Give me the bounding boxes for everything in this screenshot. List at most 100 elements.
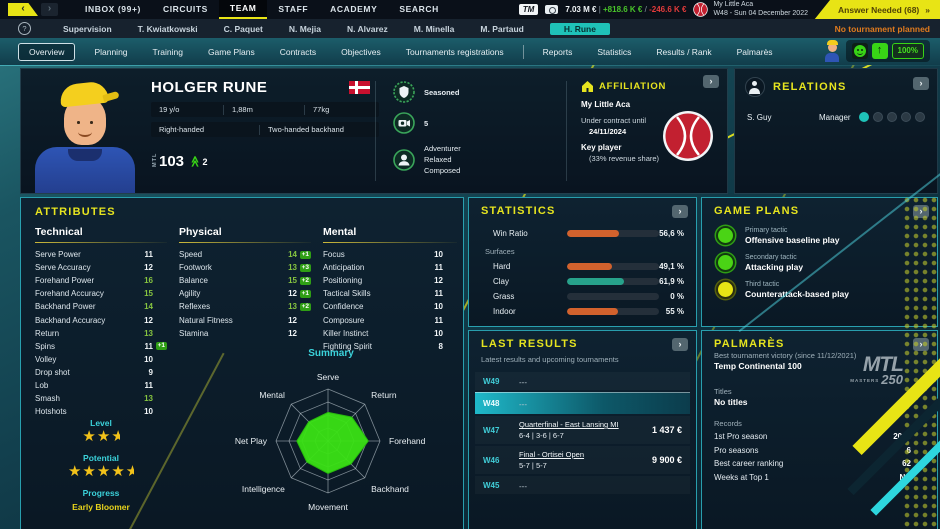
relations-title: RELATIONS (773, 81, 847, 93)
radar-axis-label: Forehand (389, 436, 426, 446)
attribute-row-serve-power: Serve Power 11 (35, 248, 167, 261)
panel-divider (375, 81, 376, 181)
attribute-row-return: Return 13 (35, 327, 167, 340)
roster-item-t-kwiatkowski[interactable]: T. Kwiatkowski (137, 23, 198, 34)
result-row-w49[interactable]: W49 --- (475, 372, 690, 390)
record-row-weeks-at-top-1: Weeks at Top 1 NC (702, 471, 937, 485)
double-arrow-icon: » (925, 5, 930, 15)
tab-game-plans[interactable]: Game Plans (207, 46, 255, 57)
academy-summary: My Little Aca W48 - Sun 04 December 2022 (693, 1, 808, 18)
attribute-value: 11 (144, 380, 153, 390)
roster-item-supervision[interactable]: Supervision (63, 23, 112, 34)
player-header-panel: HOLGER RUNE 19 y/o 1,88m 77kg Right-hand… (20, 68, 728, 194)
tab-planning[interactable]: Planning (94, 46, 128, 57)
tactic-secondary-tactic[interactable]: Secondary tactic Attacking play (702, 249, 937, 276)
menu-item-staff[interactable]: STAFF (278, 4, 309, 14)
back-button[interactable]: ‹ (8, 3, 38, 16)
record-label: Pro seasons (714, 445, 759, 455)
help-icon[interactable]: ? (18, 22, 31, 35)
roster-item-h-rune[interactable]: H. Rune (549, 22, 610, 35)
menu-item-search[interactable]: SEARCH (399, 4, 439, 14)
money-icon (545, 5, 559, 14)
result-row-w47[interactable]: W47 Quarterfinal - East Lansing MI 6-4 | 3… (475, 416, 690, 444)
result-row-w46[interactable]: W46 Final - Ortisei Open 5-7 | 5-7 9 900 € (475, 446, 690, 474)
relation-level-dot (915, 112, 925, 122)
result-score: 6-4 | 3-6 | 6-7 (519, 431, 564, 440)
finance-summary: 7.03 M € | +818.6 K € / -246.6 K € (565, 5, 686, 14)
attribute-group-header: Technical (35, 226, 83, 238)
tab-reports[interactable]: Reports (542, 46, 573, 57)
menu-item-circuits[interactable]: CIRCUITS (162, 4, 208, 14)
menu-item-inbox-99[interactable]: INBOX (99+) (85, 4, 141, 14)
affiliation-expand-button[interactable] (703, 75, 719, 88)
trait-badge-text: Seasoned (424, 87, 460, 97)
finance-separator: / (644, 5, 647, 14)
attribute-label: Lob (35, 380, 49, 390)
player-portrait (27, 75, 143, 193)
tab-statistics[interactable]: Statistics (597, 46, 632, 57)
player-name: HOLGER RUNE (151, 79, 268, 96)
stat-bar-fill (567, 230, 620, 237)
roster-item-n-alvarez[interactable]: N. Alvarez (346, 23, 388, 34)
menu-item-academy[interactable]: ACADEMY (330, 4, 378, 14)
answer-needed-button[interactable]: Answer Needed (68) » (814, 0, 940, 20)
result-detail: --- (519, 476, 690, 494)
record-label: 1st Pro season (714, 432, 768, 442)
tab-results-rank[interactable]: Results / Rank (656, 46, 712, 57)
last-results-subtitle: Latest results and upcoming tournaments (481, 355, 619, 364)
stat-value: 49,1 % (659, 262, 684, 271)
finance-separator: | (598, 5, 601, 14)
academy-ball-logo (663, 111, 713, 161)
player-mini-avatar-icon (824, 40, 840, 62)
trait-badge-camera: 5 (393, 112, 461, 134)
tab-training[interactable]: Training (152, 46, 183, 57)
attribute-label: Focus (323, 250, 345, 260)
record-row-1st-pro-season: 1st Pro season 2018 (702, 430, 937, 444)
tab-palmar-s[interactable]: Palmarès (736, 46, 773, 57)
statistics-expand-button[interactable] (672, 205, 688, 218)
roster-item-m-minella[interactable]: M. Minella (413, 23, 455, 34)
roster-item-n-mejia[interactable]: N. Mejia (288, 23, 321, 34)
team-roster-bar: ? Supervision T. Kwiatkowski C. Paquet N. M… (0, 19, 940, 38)
attribute-row-forehand-accuracy: Forehand Accuracy 15 (35, 287, 167, 300)
result-prize: 1 437 € (651, 425, 682, 435)
menu-item-team[interactable]: TEAM (218, 0, 268, 19)
surfaces-label: Surfaces (485, 247, 515, 256)
game-plans-expand-button[interactable] (913, 205, 929, 218)
tab-tournaments-registrations[interactable]: Tournaments registrations (405, 46, 504, 57)
attribute-label: Forehand Power (35, 276, 95, 286)
attribute-bonus-badge: +1 (155, 342, 167, 351)
attribute-value: 12 (434, 276, 443, 286)
radar-axis-label: Backhand (371, 484, 409, 494)
attribute-row-anticipation: Anticipation 11 (323, 261, 457, 274)
tactic-primary-tactic[interactable]: Primary tactic Offensive baseline play (702, 222, 937, 249)
relation-row[interactable]: S. Guy Manager (735, 109, 937, 125)
tab-overview[interactable]: Overview (18, 42, 76, 61)
roster-item-m-partaud[interactable]: M. Partaud (480, 23, 524, 34)
energy-badge: 100% (891, 43, 924, 59)
tab-divider (522, 44, 524, 59)
roster-item-c-paquet[interactable]: C. Paquet (223, 23, 263, 34)
tab-objectives[interactable]: Objectives (341, 46, 381, 57)
attribute-value: 16 (144, 276, 153, 286)
stat-label: Indoor (493, 307, 516, 316)
player-progress-block: Level ★★★ Potential ★★★★★ Progress Early… (35, 410, 167, 512)
last-results-expand-button[interactable] (672, 338, 688, 351)
result-detail: --- (519, 394, 690, 412)
relations-expand-button[interactable] (913, 77, 929, 90)
result-week: W47 (483, 425, 500, 435)
player-weight: 77kg (304, 104, 329, 115)
forward-button[interactable]: › (41, 3, 58, 16)
tab-contracts[interactable]: Contracts (279, 46, 317, 57)
palmares-expand-button[interactable] (913, 338, 929, 351)
attribute-value: 10 (434, 328, 443, 338)
affiliation-academy-name: My Little Aca (581, 100, 631, 109)
relations-panel: RELATIONS S. Guy Manager (734, 68, 938, 194)
tactic-third-tactic[interactable]: Third tactic Counterattack-based play (702, 276, 937, 303)
best-victory-label: Best tournament victory (since 11/12/202… (714, 351, 857, 360)
result-row-w45[interactable]: W45 --- (475, 476, 690, 494)
record-label: Best career ranking (714, 459, 784, 469)
ranking-change: 2 (202, 156, 208, 167)
potential-stars: ★★★★★ (67, 463, 135, 480)
result-row-w48[interactable]: W48 --- (475, 392, 690, 414)
